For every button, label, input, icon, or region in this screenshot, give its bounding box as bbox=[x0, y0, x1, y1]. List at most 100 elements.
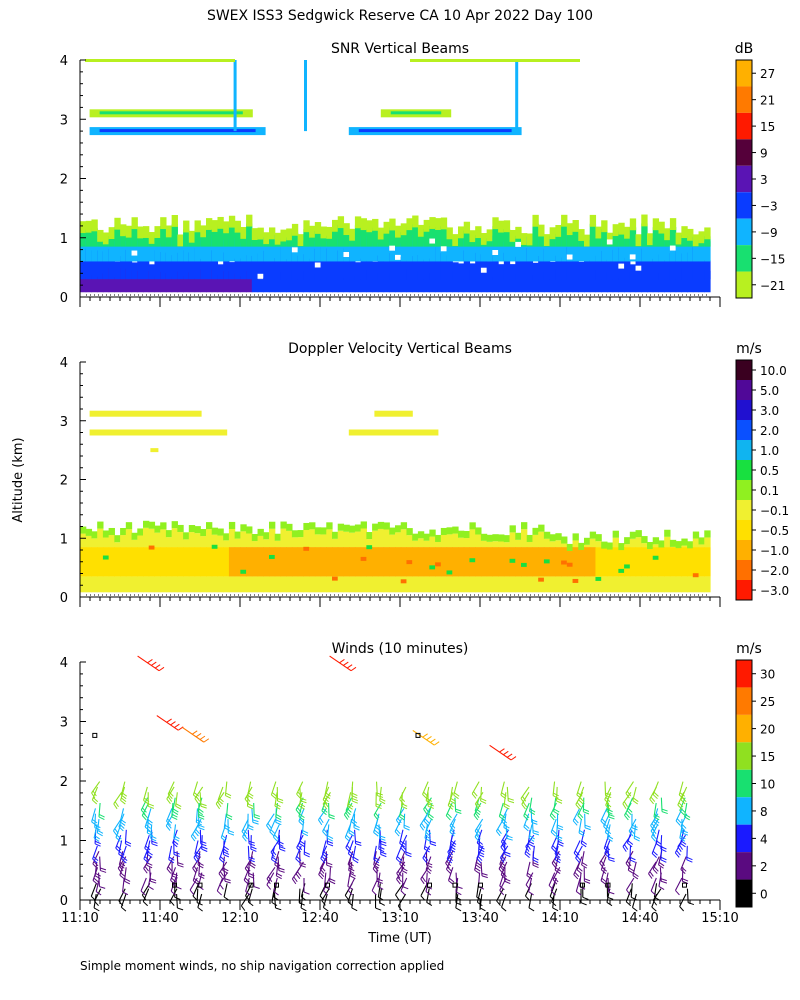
wind-barb-flag bbox=[171, 875, 178, 879]
wind-barb-flag bbox=[624, 814, 629, 821]
snr-cell bbox=[354, 225, 362, 247]
wind-barb-flag bbox=[192, 880, 199, 885]
snr-cell bbox=[635, 243, 642, 262]
wind-barb-flag bbox=[503, 805, 510, 810]
wind-barb-flag bbox=[555, 867, 561, 872]
wind-barb-flag bbox=[296, 807, 302, 813]
velocity-cell bbox=[143, 520, 150, 528]
snr-gap bbox=[291, 247, 299, 253]
wind-barb-flag bbox=[94, 875, 101, 880]
snr-cell bbox=[566, 235, 574, 262]
snr-cell bbox=[269, 235, 276, 262]
velocity-cell bbox=[97, 521, 104, 529]
snr-cell bbox=[572, 256, 579, 280]
snr-cell bbox=[538, 237, 545, 262]
snr-cell bbox=[188, 272, 196, 293]
wind-barb-flag bbox=[501, 844, 507, 851]
snr-cell bbox=[423, 228, 430, 247]
velocity-cell bbox=[629, 576, 637, 593]
wind-barb-flag bbox=[397, 817, 402, 824]
snr-cell bbox=[372, 218, 379, 231]
colorbar-label: −9 bbox=[760, 226, 778, 240]
snr-gap bbox=[440, 246, 448, 252]
snr-cell bbox=[618, 278, 625, 293]
wind-barb-flag bbox=[474, 830, 480, 837]
wind-barb-flag bbox=[319, 868, 325, 874]
velocity-cell bbox=[143, 547, 150, 577]
wind-barb-flag bbox=[604, 853, 610, 858]
snr-cell bbox=[200, 269, 207, 293]
wind-barb-flag bbox=[218, 797, 224, 803]
snr-cell bbox=[675, 242, 682, 262]
velocity-cell bbox=[240, 531, 247, 548]
wind-barb-flag bbox=[474, 810, 481, 816]
snr-cell bbox=[624, 257, 631, 280]
snr-cell bbox=[269, 256, 276, 280]
velocity-cell bbox=[188, 525, 196, 533]
wind-barb-flag bbox=[656, 840, 662, 845]
snr-cell bbox=[658, 230, 665, 247]
wind-barb-flag bbox=[319, 871, 325, 877]
snr-gap bbox=[566, 254, 574, 260]
wind-barb-flag bbox=[508, 800, 515, 804]
wind-barb-flag bbox=[557, 824, 564, 828]
snr-cell bbox=[681, 226, 688, 239]
wind-barb-flag bbox=[245, 796, 251, 802]
velocity-cell bbox=[257, 576, 264, 593]
velocity-layer bbox=[348, 429, 439, 436]
wind-barb-flag bbox=[303, 891, 310, 895]
wind-barb-flag bbox=[525, 850, 531, 856]
wind-barb-flag bbox=[200, 803, 207, 807]
colorbar-label: −0.1 bbox=[760, 504, 789, 518]
wind-barb-flag bbox=[380, 843, 387, 847]
snr-cell bbox=[154, 250, 161, 280]
snr-cell bbox=[606, 232, 614, 245]
snr-cell bbox=[240, 276, 247, 293]
wind-barb-flag bbox=[523, 815, 529, 821]
snr-cell bbox=[555, 233, 562, 247]
wind-barb-flag bbox=[456, 886, 463, 889]
velocity-cell bbox=[80, 576, 87, 593]
snr-cell bbox=[120, 267, 127, 293]
snr-cell bbox=[183, 234, 190, 262]
snr-cell bbox=[160, 226, 167, 247]
wind-barb-flag bbox=[499, 864, 505, 869]
velocity-cell bbox=[291, 547, 299, 577]
wind-barb-flag bbox=[447, 866, 453, 872]
velocity-cell bbox=[314, 534, 322, 548]
wind-barb-flag bbox=[197, 864, 204, 869]
velocity-cell bbox=[131, 547, 138, 577]
velocity-cell bbox=[624, 576, 631, 593]
velocity-cell bbox=[343, 524, 350, 532]
velocity-patch bbox=[538, 577, 545, 582]
snr-cell bbox=[463, 250, 471, 280]
colorbar-swatch bbox=[736, 360, 752, 380]
snr-cell bbox=[143, 243, 150, 262]
wind-barb-flag bbox=[453, 794, 459, 800]
velocity-cell bbox=[332, 547, 339, 577]
snr-cell bbox=[515, 226, 522, 239]
velocity-cell bbox=[102, 547, 110, 577]
wind-barb-flag bbox=[268, 876, 273, 882]
velocity-cell bbox=[228, 547, 236, 577]
velocity-patch bbox=[303, 546, 311, 551]
y-tick-label: 3 bbox=[60, 415, 68, 430]
snr-cell bbox=[435, 247, 442, 280]
velocity-cell bbox=[80, 526, 87, 534]
snr-cell bbox=[309, 235, 316, 262]
velocity-cell bbox=[349, 532, 356, 548]
wind-barb-flag bbox=[118, 826, 124, 832]
velocity-cell bbox=[320, 534, 327, 548]
snr-cell bbox=[206, 218, 213, 230]
snr-cell bbox=[389, 273, 396, 293]
snr-cell bbox=[543, 272, 551, 293]
snr-cell bbox=[286, 239, 293, 262]
velocity-patch bbox=[624, 564, 631, 569]
snr-cell bbox=[395, 253, 402, 280]
velocity-cell bbox=[555, 576, 562, 593]
velocity-cell bbox=[647, 541, 654, 550]
snr-cell bbox=[137, 226, 144, 239]
snr-cell bbox=[669, 218, 677, 230]
colorbar-swatch bbox=[736, 824, 752, 853]
snr-cell bbox=[446, 255, 453, 280]
